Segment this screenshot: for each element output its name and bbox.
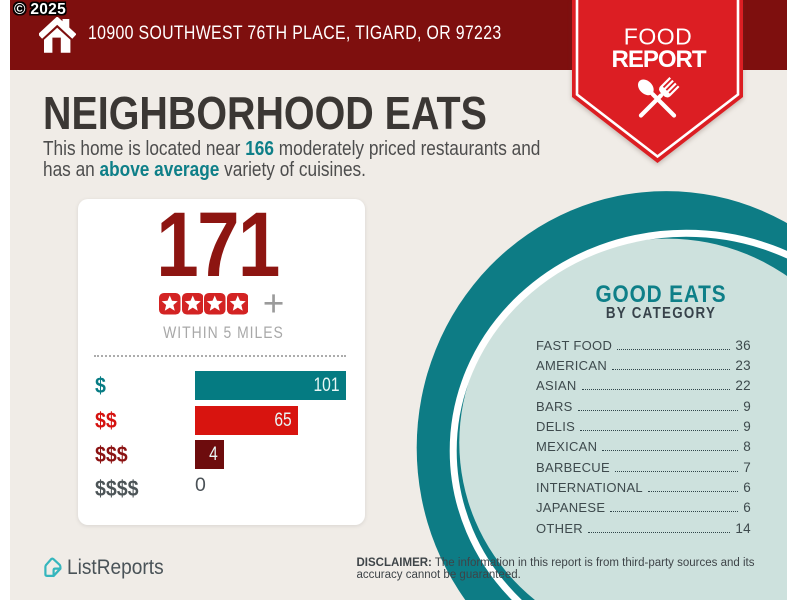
svg-text:FOOD: FOOD [624, 24, 692, 50]
svg-text:REPORT: REPORT [611, 46, 706, 73]
